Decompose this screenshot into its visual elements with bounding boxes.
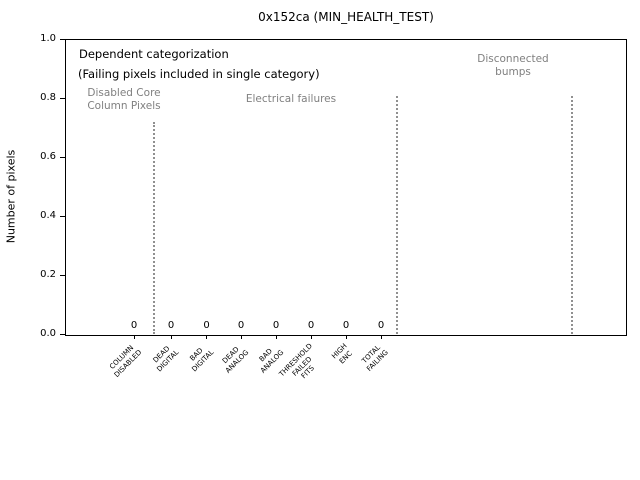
y-tick-label: 0.8 [40, 92, 56, 103]
region-separator-line [571, 96, 573, 334]
y-tick-mark [60, 216, 65, 217]
x-tick-label-text: THRESHOLD FAILED FITS [277, 342, 316, 381]
region-label-disconnected-bumps: Disconnected bumps [477, 53, 549, 78]
x-tick-mark [206, 335, 207, 339]
y-tick-label: 1.0 [40, 33, 56, 44]
y-tick-mark [60, 275, 65, 276]
x-tick-label-text: COLUMN DISABLED [107, 343, 143, 379]
region-label-disabled-core-column-pixels: Disabled Core Column Pixels [87, 87, 161, 112]
x-tick-label-text: BAD DIGITAL [188, 346, 216, 374]
x-tick-mark [275, 335, 277, 339]
bar-value-label: 0 [307, 319, 315, 331]
x-tick-label-text: DEAD ANALOG [220, 345, 250, 375]
annotation-heading-line2: (Failing pixels included in single categ… [78, 67, 320, 81]
bar-value-label: 0 [377, 319, 385, 331]
y-tick-mark [60, 334, 65, 335]
x-tick-label-text: HIGH ENC [330, 342, 354, 366]
bar-value-label: 0 [237, 319, 245, 331]
x-tick-label-text: TOTAL FAILING [360, 343, 390, 373]
y-tick-mark [60, 157, 65, 158]
region-label-electrical-failures: Electrical failures [245, 93, 337, 105]
y-tick-label: 0.2 [40, 269, 56, 280]
annotation-heading-line1: Dependent categorization [79, 47, 229, 61]
x-tick-mark [310, 335, 312, 339]
x-tick-mark [170, 335, 172, 339]
bar-value-label: 0 [167, 319, 175, 331]
y-tick-mark [60, 98, 65, 99]
y-tick-label: 0.4 [40, 210, 56, 221]
y-tick-label: 0.6 [40, 151, 56, 162]
bar-value-label: 0 [203, 319, 210, 331]
y-tick-mark [60, 39, 65, 40]
region-separator-line [152, 122, 155, 334]
x-tick-mark [240, 335, 242, 339]
bar-value-label: 0 [272, 319, 280, 331]
bar-value-label: 0 [342, 319, 350, 331]
region-separator-line [396, 96, 398, 334]
x-tick-mark [380, 335, 382, 339]
chart-title: 0x152ca (MIN_HEALTH_TEST) [258, 10, 434, 24]
bar-value-label: 0 [130, 319, 138, 331]
x-tick-mark [133, 335, 135, 339]
x-tick-label-text: DEAD DIGITAL [151, 344, 180, 374]
x-tick-mark [345, 335, 347, 339]
y-tick-label: 0.0 [40, 328, 56, 339]
